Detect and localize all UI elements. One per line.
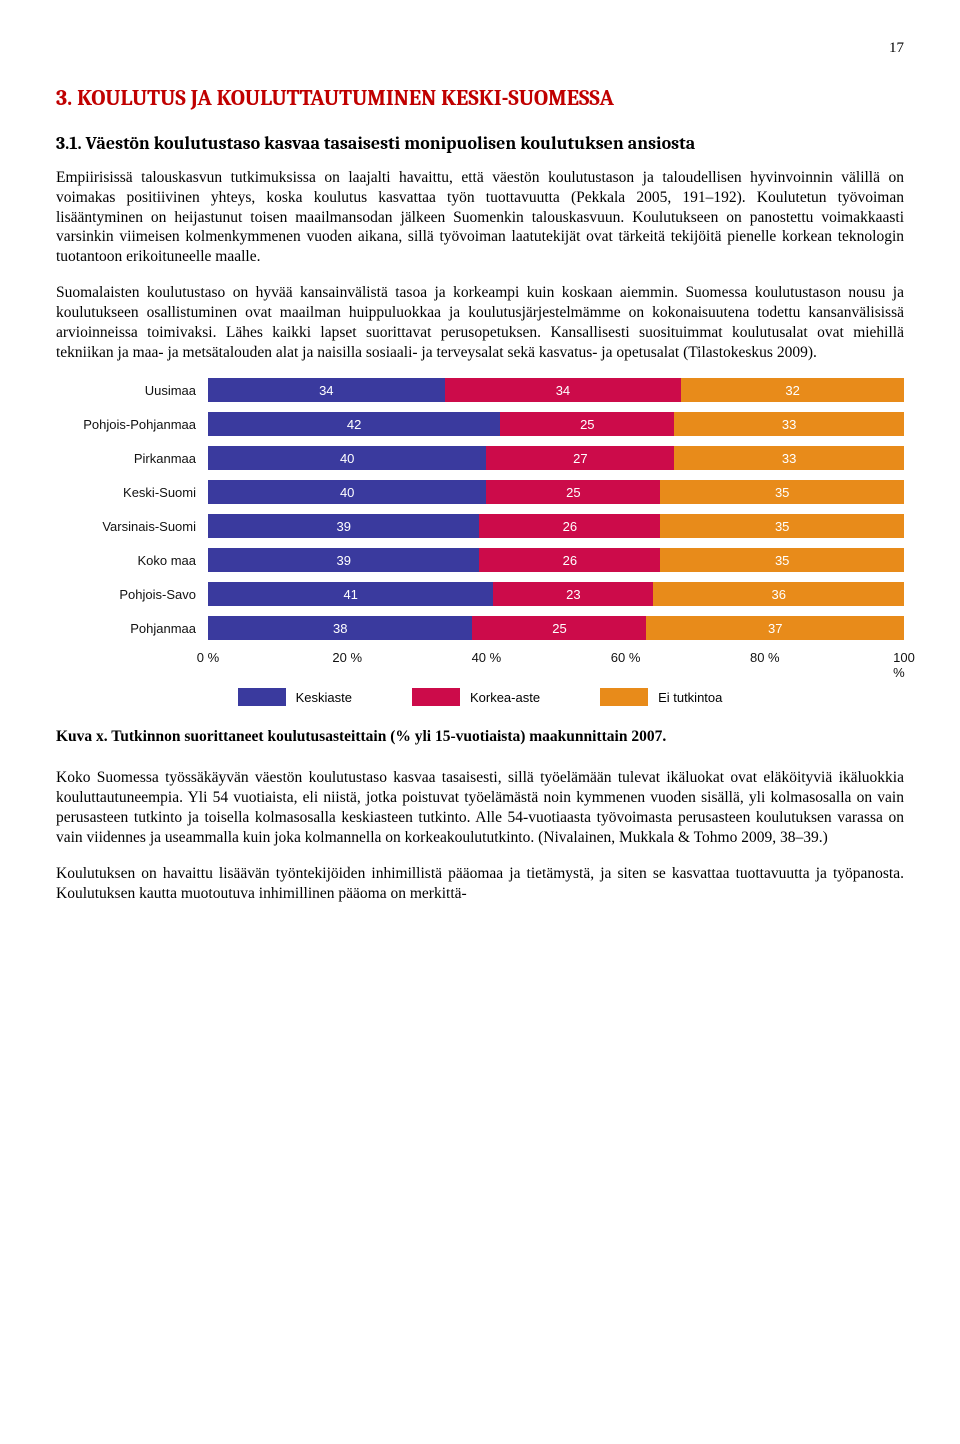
chart-bar-stack: 402535 — [208, 480, 904, 504]
chart-bar-stack: 402733 — [208, 446, 904, 470]
chart-row: Pirkanmaa402733 — [56, 446, 904, 470]
legend-label: Korkea-aste — [470, 690, 540, 705]
legend-swatch — [600, 688, 648, 706]
chart-bar-segment: 34 — [208, 378, 445, 402]
chart-bar-stack: 422533 — [208, 412, 904, 436]
chart-axis-tick: 60 % — [611, 650, 641, 665]
legend-label: Ei tutkintoa — [658, 690, 722, 705]
chart-bar-segment: 25 — [472, 616, 646, 640]
legend-swatch — [238, 688, 286, 706]
page: 17 3. KOULUTUS JA KOULUTTAUTUMINEN KESKI… — [0, 0, 960, 959]
chart-axis-tick: 100 % — [893, 650, 915, 680]
chart-legend-item: Korkea-aste — [412, 688, 540, 706]
chart-bar-segment: 41 — [208, 582, 493, 606]
chart-category-label: Koko maa — [56, 553, 208, 568]
chart-axis-tick: 0 % — [197, 650, 219, 665]
chart-bar-stack: 392635 — [208, 548, 904, 572]
chart-bar-segment: 35 — [660, 514, 904, 538]
chart-bar-segment: 26 — [479, 548, 660, 572]
chart-legend-item: Ei tutkintoa — [600, 688, 722, 706]
subsection-heading: 3.1. Väestön koulutustaso kasvaa tasaise… — [56, 133, 904, 154]
chart-row: Pohjois-Pohjanmaa422533 — [56, 412, 904, 436]
chart-bar-segment: 35 — [660, 548, 904, 572]
chart-bar-segment: 27 — [486, 446, 674, 470]
chart-bar-segment: 26 — [479, 514, 660, 538]
chart-bar-segment: 33 — [674, 412, 904, 436]
chart-bar-stack: 382537 — [208, 616, 904, 640]
chart-row: Pohjois-Savo412336 — [56, 582, 904, 606]
chart-category-label: Pohjois-Savo — [56, 587, 208, 602]
chart-category-label: Pohjois-Pohjanmaa — [56, 417, 208, 432]
chart-bar-segment: 32 — [681, 378, 904, 402]
chart-bar-segment: 37 — [646, 616, 904, 640]
chart-bar-stack: 343432 — [208, 378, 904, 402]
chart-row: Pohjanmaa382537 — [56, 616, 904, 640]
caption-label: Kuva x. — [56, 728, 111, 745]
chart-legend: Keskiaste Korkea-aste Ei tutkintoa — [56, 688, 904, 706]
chart-axis-ticks: 0 %20 %40 %60 %80 %100 % — [208, 650, 904, 670]
legend-swatch — [412, 688, 460, 706]
chart-bar-segment: 34 — [445, 378, 682, 402]
chart-bar-segment: 23 — [493, 582, 653, 606]
page-number: 17 — [56, 40, 904, 57]
caption-text: Tutkinnon suorittaneet koulutusasteittai… — [111, 728, 666, 745]
chart-bar-segment: 25 — [486, 480, 660, 504]
figure-caption: Kuva x. Tutkinnon suorittaneet koulutusa… — [56, 728, 904, 746]
paragraph: Empiirisissä talouskasvun tutkimuksissa … — [56, 168, 904, 267]
chart-axis-tick: 20 % — [332, 650, 362, 665]
chart-category-label: Pirkanmaa — [56, 451, 208, 466]
chart-bar-segment: 42 — [208, 412, 500, 436]
chart-bar-segment: 40 — [208, 480, 486, 504]
chart-bar-stack: 392635 — [208, 514, 904, 538]
chart-bar-stack: 412336 — [208, 582, 904, 606]
chart-bar-segment: 33 — [674, 446, 904, 470]
chart-row: Varsinais-Suomi392635 — [56, 514, 904, 538]
paragraph: Koulutuksen on havaittu lisäävän työntek… — [56, 864, 904, 904]
legend-label: Keskiaste — [296, 690, 352, 705]
chart-category-label: Pohjanmaa — [56, 621, 208, 636]
chart-category-label: Keski-Suomi — [56, 485, 208, 500]
chart-axis-tick: 80 % — [750, 650, 780, 665]
chart-bar-segment: 38 — [208, 616, 472, 640]
chart-legend-item: Keskiaste — [238, 688, 352, 706]
chart-bar-segment: 35 — [660, 480, 904, 504]
chart-bar-segment: 39 — [208, 548, 479, 572]
chart-bar-segment: 40 — [208, 446, 486, 470]
chart-axis-tick: 40 % — [472, 650, 502, 665]
stacked-bar-chart: Uusimaa343432Pohjois-Pohjanmaa422533Pirk… — [56, 378, 904, 706]
chart-row: Uusimaa343432 — [56, 378, 904, 402]
chart-bar-segment: 36 — [653, 582, 904, 606]
section-heading: 3. KOULUTUS JA KOULUTTAUTUMINEN KESKI-SU… — [56, 85, 904, 111]
chart-bar-segment: 25 — [500, 412, 674, 436]
chart-bar-segment: 39 — [208, 514, 479, 538]
chart-category-label: Uusimaa — [56, 383, 208, 398]
paragraph: Suomalaisten koulutustaso on hyvää kansa… — [56, 283, 904, 362]
chart-row: Koko maa392635 — [56, 548, 904, 572]
paragraph: Koko Suomessa työssäkäyvän väestön koulu… — [56, 768, 904, 847]
chart-axis: 0 %20 %40 %60 %80 %100 % — [56, 650, 904, 670]
chart-row: Keski-Suomi402535 — [56, 480, 904, 504]
chart-category-label: Varsinais-Suomi — [56, 519, 208, 534]
